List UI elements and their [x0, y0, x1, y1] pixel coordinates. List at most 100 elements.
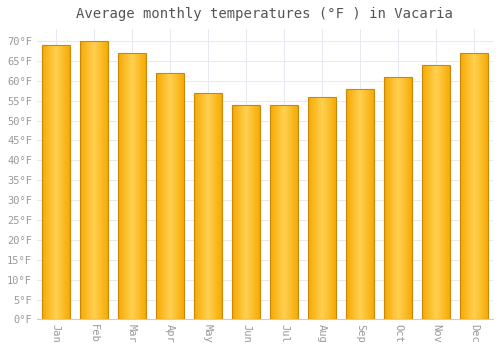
Bar	[101, 41, 102, 320]
Bar	[81, 41, 82, 320]
Bar	[168, 73, 169, 320]
Bar	[272, 105, 273, 320]
Bar	[443, 65, 444, 320]
Bar	[134, 53, 136, 320]
Bar	[277, 105, 278, 320]
Bar	[368, 89, 370, 320]
Bar	[286, 105, 287, 320]
Bar	[276, 105, 277, 320]
Bar	[248, 105, 249, 320]
Bar	[432, 65, 433, 320]
Bar	[104, 41, 105, 320]
Bar	[67, 45, 68, 320]
Bar	[384, 77, 412, 320]
Bar	[332, 97, 334, 320]
Bar	[258, 105, 259, 320]
Bar	[60, 45, 61, 320]
Bar	[466, 53, 467, 320]
Bar	[88, 41, 89, 320]
Bar	[210, 93, 211, 320]
Bar	[395, 77, 396, 320]
Bar	[98, 41, 99, 320]
Bar	[51, 45, 52, 320]
Bar	[279, 105, 280, 320]
Bar	[105, 41, 106, 320]
Bar	[182, 73, 184, 320]
Bar	[255, 105, 256, 320]
Bar	[422, 65, 450, 320]
Bar	[54, 45, 55, 320]
Bar	[166, 73, 167, 320]
Bar	[50, 45, 51, 320]
Bar	[44, 45, 45, 320]
Bar	[214, 93, 215, 320]
Bar	[118, 53, 146, 320]
Bar	[56, 45, 57, 320]
Bar	[486, 53, 487, 320]
Bar	[282, 105, 283, 320]
Bar	[80, 41, 108, 320]
Bar	[83, 41, 84, 320]
Bar	[178, 73, 179, 320]
Bar	[335, 97, 336, 320]
Bar	[388, 77, 390, 320]
Bar	[128, 53, 129, 320]
Bar	[288, 105, 289, 320]
Bar	[131, 53, 132, 320]
Bar	[346, 89, 347, 320]
Bar	[274, 105, 276, 320]
Bar	[253, 105, 254, 320]
Bar	[90, 41, 91, 320]
Bar	[241, 105, 242, 320]
Bar	[283, 105, 284, 320]
Bar	[139, 53, 140, 320]
Bar	[289, 105, 290, 320]
Bar	[218, 93, 220, 320]
Bar	[252, 105, 253, 320]
Bar	[464, 53, 465, 320]
Bar	[327, 97, 328, 320]
Bar	[438, 65, 439, 320]
Bar	[427, 65, 428, 320]
Bar	[406, 77, 408, 320]
Bar	[391, 77, 392, 320]
Bar	[232, 105, 260, 320]
Bar	[309, 97, 310, 320]
Bar	[410, 77, 411, 320]
Bar	[165, 73, 166, 320]
Bar	[326, 97, 327, 320]
Bar	[242, 105, 243, 320]
Bar	[390, 77, 391, 320]
Bar	[423, 65, 424, 320]
Bar	[251, 105, 252, 320]
Bar	[408, 77, 410, 320]
Bar	[106, 41, 108, 320]
Bar	[157, 73, 158, 320]
Bar	[217, 93, 218, 320]
Bar	[297, 105, 298, 320]
Bar	[479, 53, 480, 320]
Bar	[308, 97, 309, 320]
Bar	[194, 93, 195, 320]
Bar	[53, 45, 54, 320]
Bar	[238, 105, 239, 320]
Bar	[367, 89, 368, 320]
Bar	[440, 65, 441, 320]
Bar	[362, 89, 363, 320]
Bar	[478, 53, 479, 320]
Bar	[132, 53, 134, 320]
Bar	[194, 93, 222, 320]
Bar	[434, 65, 436, 320]
Bar	[477, 53, 478, 320]
Bar	[439, 65, 440, 320]
Bar	[129, 53, 130, 320]
Bar	[58, 45, 59, 320]
Bar	[84, 41, 86, 320]
Bar	[355, 89, 356, 320]
Bar	[472, 53, 474, 320]
Bar	[130, 53, 131, 320]
Bar	[322, 97, 324, 320]
Bar	[294, 105, 296, 320]
Bar	[487, 53, 488, 320]
Bar	[293, 105, 294, 320]
